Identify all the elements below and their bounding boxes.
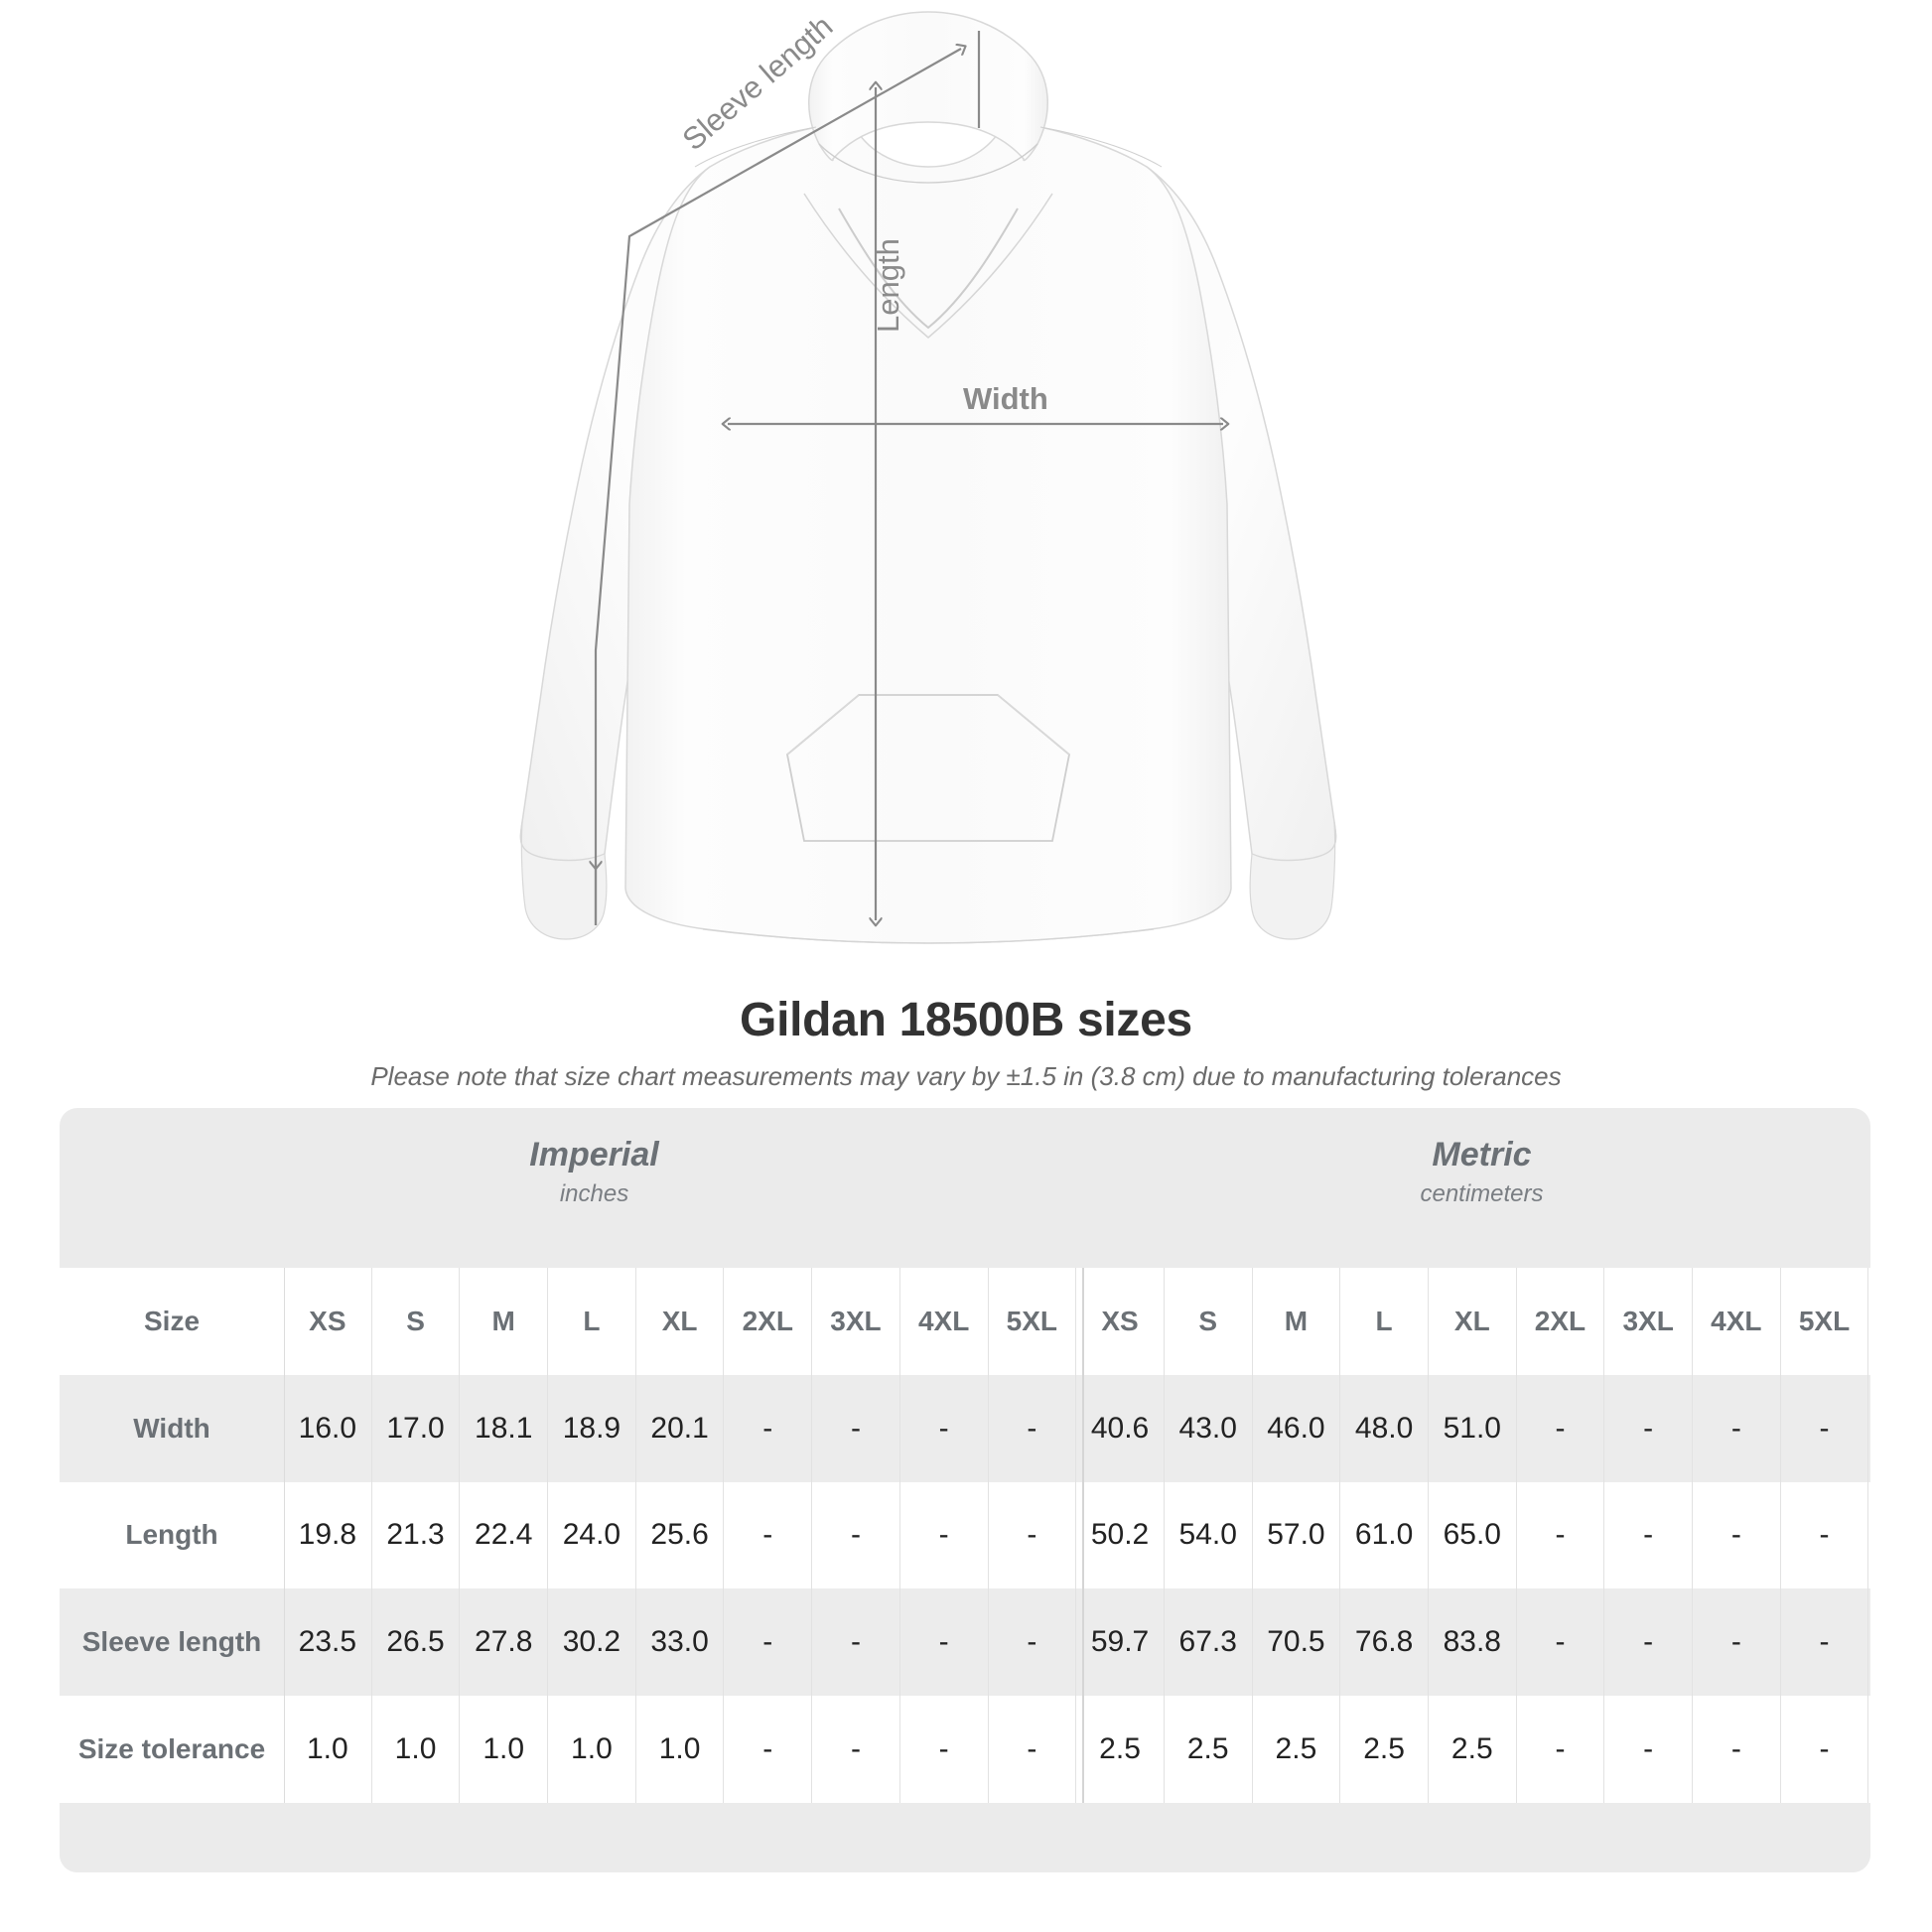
- svg-text:Width: Width: [963, 381, 1048, 416]
- svg-text:Length: Length: [871, 238, 905, 333]
